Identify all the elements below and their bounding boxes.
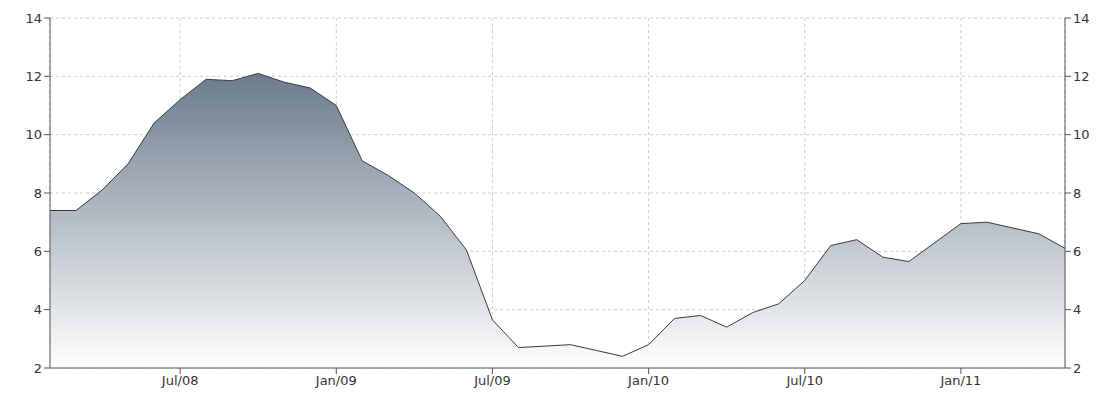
svg-text:Jan/11: Jan/11 [939, 373, 981, 388]
svg-text:Jul/08: Jul/08 [161, 373, 199, 388]
svg-text:12: 12 [1073, 69, 1090, 84]
svg-text:14: 14 [25, 11, 42, 26]
svg-text:14: 14 [1073, 11, 1090, 26]
svg-text:8: 8 [1073, 186, 1081, 201]
svg-text:Jul/10: Jul/10 [785, 373, 823, 388]
svg-text:2: 2 [34, 361, 42, 376]
svg-text:4: 4 [1073, 302, 1081, 317]
svg-text:6: 6 [34, 244, 42, 259]
svg-text:12: 12 [25, 69, 42, 84]
svg-text:6: 6 [1073, 244, 1081, 259]
svg-text:Jul/09: Jul/09 [473, 373, 511, 388]
svg-text:2: 2 [1073, 361, 1081, 376]
svg-text:4: 4 [34, 302, 42, 317]
svg-text:Jan/10: Jan/10 [627, 373, 669, 388]
svg-text:10: 10 [1073, 127, 1090, 142]
svg-text:Jan/09: Jan/09 [315, 373, 357, 388]
svg-text:8: 8 [34, 186, 42, 201]
svg-text:10: 10 [25, 127, 42, 142]
